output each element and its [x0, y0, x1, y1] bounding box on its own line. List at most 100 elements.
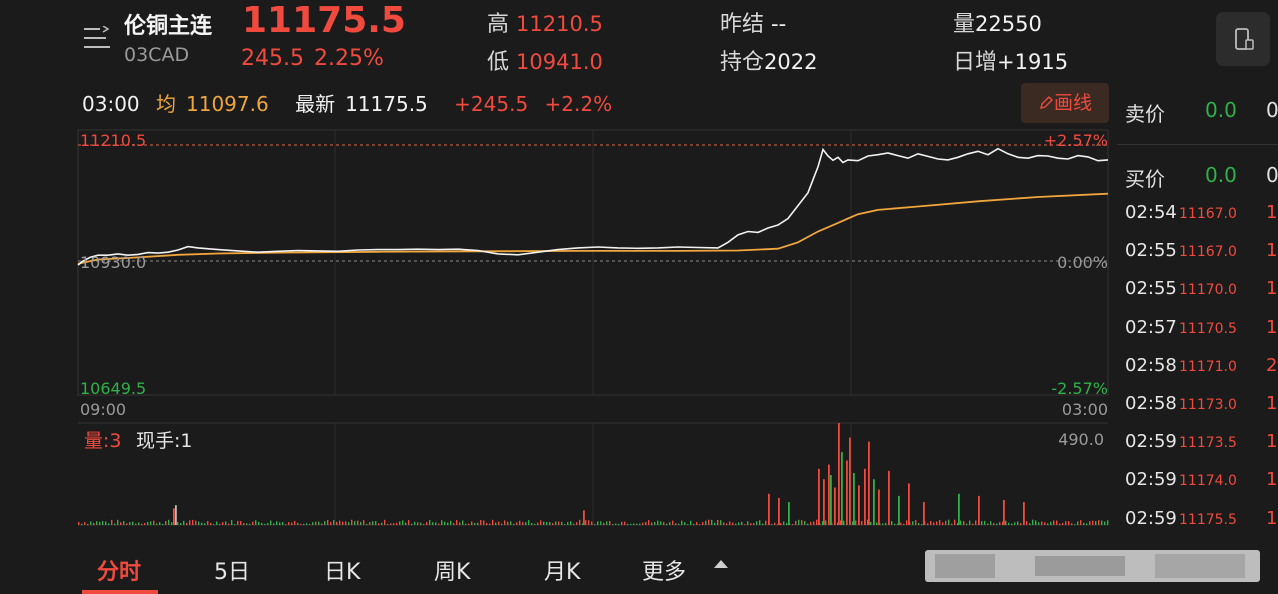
volume-bar [303, 523, 305, 525]
volume-bar [918, 523, 920, 525]
volume-bar [708, 519, 710, 525]
volume-bar [841, 452, 843, 525]
volume-bar [114, 523, 116, 525]
intraday-chart[interactable]: 11210.5 10930.0 10649.5 +2.57% 0.00% -2.… [0, 125, 1115, 545]
volume-bar [642, 522, 644, 525]
contract-title[interactable]: 伦铜主连 [124, 14, 213, 39]
volume-value: 22550 [975, 12, 1042, 36]
prev-settle-label: 昨结 [720, 12, 765, 37]
volume-bar [753, 523, 755, 525]
volume-bar [594, 524, 596, 525]
volume-bar [923, 502, 925, 525]
volume-bar [993, 523, 995, 525]
volume-bar [696, 522, 698, 525]
volume-bar [1032, 519, 1034, 525]
volume-bar [1086, 523, 1088, 525]
volume-bar [444, 521, 446, 525]
volume-bar [648, 520, 650, 525]
volume-bar [495, 522, 497, 525]
volume-bar [1008, 522, 1010, 525]
volume-bar [651, 522, 653, 525]
bid-label: 买价 [1125, 167, 1165, 191]
volume-bar [465, 523, 467, 525]
volume-bar [870, 522, 872, 525]
volume-bar [621, 521, 623, 525]
volume-bar [441, 520, 443, 525]
volume-bar [201, 522, 203, 525]
volume-bar [849, 437, 851, 525]
volume-bar [507, 521, 509, 525]
ask-qty: 0 [1266, 98, 1278, 122]
volume-bar [216, 521, 218, 525]
tick-time: 02:59 [1125, 469, 1177, 491]
volume-bar [855, 520, 857, 525]
volume-bar [522, 522, 524, 525]
avg-price: 均 11097.6 [156, 92, 279, 116]
volume-bar [645, 522, 647, 525]
volume-bar [669, 522, 671, 525]
tab-more[interactable]: 更多 [642, 560, 687, 585]
volume-bar [1020, 523, 1022, 525]
volume-bar [822, 521, 824, 525]
tick-qty: 1 [1266, 393, 1278, 414]
volume-bar [321, 523, 323, 525]
volume-bar [123, 521, 125, 525]
volume-bar [300, 523, 302, 525]
tab-intraday[interactable]: 分时 [97, 560, 142, 585]
volume-bar [552, 523, 554, 525]
volume-bar [834, 487, 836, 525]
volume-bar [93, 522, 95, 525]
volume-bar [384, 519, 386, 525]
volume-bar [492, 519, 494, 525]
volume-bar [996, 523, 998, 525]
volume-bar [825, 520, 827, 525]
volume-bar [228, 523, 230, 525]
volume-bar [813, 521, 815, 525]
volume-bar [818, 468, 820, 525]
volume-bar [354, 521, 356, 525]
volume-bar [393, 523, 395, 525]
volume-bar [474, 522, 476, 525]
volume-bar [864, 468, 866, 525]
volume-bar [258, 521, 260, 525]
volume-bar [657, 520, 659, 525]
volume-bar [666, 523, 668, 525]
tab-weekly-k[interactable]: 周K [434, 560, 471, 585]
info-change-pct: +2.2% [544, 92, 613, 116]
volume-bar [219, 523, 221, 525]
volume-bar [795, 520, 797, 525]
tick-time: 02:59 [1125, 431, 1177, 453]
tab-daily-k[interactable]: 日K [324, 560, 361, 585]
menu-icon[interactable] [82, 26, 112, 50]
active-tab-indicator [82, 590, 158, 594]
average-price-line [77, 192, 1109, 265]
volume-bar [975, 520, 977, 525]
volume-bar [369, 522, 371, 525]
volume-bar [240, 521, 242, 525]
volume-bar [417, 522, 419, 525]
tab-5day[interactable]: 5日 [214, 560, 250, 585]
landscape-toggle-button[interactable] [1216, 12, 1270, 66]
pencil-icon [1040, 96, 1053, 109]
caret-up-icon[interactable] [714, 560, 728, 568]
volume-bar [750, 523, 752, 525]
volume-bars [78, 423, 1109, 525]
tick-price: 11170.0 [1179, 282, 1237, 299]
draw-line-button[interactable]: 画线 [1021, 83, 1109, 123]
chart-info-row: 03:00 均 11097.6 最新 11175.5 +245.5 +2.2% [82, 88, 622, 117]
volume-bar [213, 524, 215, 525]
volume-bar [783, 521, 785, 525]
avg-value: 11097.6 [186, 92, 269, 116]
volume-bar [942, 522, 944, 525]
volume-bar [894, 523, 896, 525]
volume-bar [84, 522, 86, 525]
tab-monthly-k[interactable]: 月K [544, 560, 581, 585]
volume-bar [969, 520, 971, 525]
draw-line-label: 画线 [1053, 92, 1092, 114]
volume-bar [567, 522, 569, 525]
tick-time: 02:55 [1125, 240, 1177, 262]
volume-bar [804, 520, 806, 525]
volume-bar [1038, 522, 1040, 525]
volume-bar [237, 520, 239, 525]
latest-price: 最新 11175.5 [295, 92, 438, 116]
